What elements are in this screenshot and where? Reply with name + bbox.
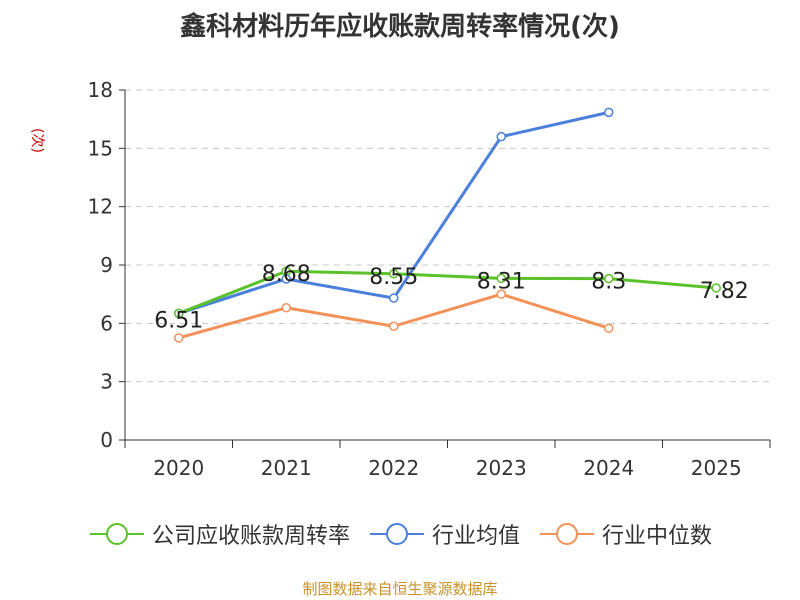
y-tick-label: 18 <box>88 78 113 102</box>
data-label: 8.31 <box>477 269 526 294</box>
y-tick-label: 6 <box>100 311 113 335</box>
data-point <box>711 283 721 293</box>
data-point <box>496 131 506 142</box>
x-tick-label: 2024 <box>583 456 634 480</box>
data-point <box>174 308 184 319</box>
data-point <box>389 321 399 331</box>
legend-item[interactable]: 行业均值 <box>368 518 520 550</box>
y-tick-label: 9 <box>100 253 113 277</box>
x-tick-label: 2025 <box>691 456 742 480</box>
data-point <box>281 266 291 276</box>
data-label: 8.55 <box>369 265 418 290</box>
y-tick-label: 12 <box>88 195 113 219</box>
data-point <box>281 303 291 313</box>
legend-label: 公司应收账款周转率 <box>151 524 350 549</box>
data-point <box>389 269 399 279</box>
legend-item[interactable]: 公司应收账款周转率 <box>88 518 350 550</box>
legend-marker-icon <box>540 523 594 545</box>
data-point <box>174 333 184 343</box>
legend-circle <box>556 523 578 545</box>
data-label: 8.68 <box>262 262 311 287</box>
legend: 公司应收账款周转率 行业均值 行业中位数 <box>0 518 800 550</box>
data-label: 8.3 <box>591 270 626 295</box>
legend-circle <box>385 523 408 545</box>
y-tick-label: 0 <box>100 428 113 452</box>
data-label: 7.82 <box>700 279 749 304</box>
x-tick-label: 2023 <box>476 456 527 480</box>
x-tick-label: 2020 <box>153 456 204 480</box>
legend-item[interactable]: 行业中位数 <box>538 518 712 550</box>
legend-circle <box>105 523 128 545</box>
data-label: 6.51 <box>154 308 203 333</box>
y-tick-label: 3 <box>100 370 113 394</box>
source-note: 制图数据来自恒生聚源数据库 <box>302 580 498 598</box>
legend-marker-icon <box>369 523 424 545</box>
legend-label: 行业均值 <box>431 524 520 549</box>
data-point <box>389 293 399 303</box>
legend-label: 行业中位数 <box>602 524 713 549</box>
axes: 0 3 6 9 12 15 18 2020 2021 2022 2023 2024 2025 <box>88 78 771 480</box>
data-labels: 6.51 8.68 8.55 8.31 8.3 7.82 <box>154 262 748 333</box>
data-point <box>496 289 506 299</box>
chart-title: 鑫科材料历年应收账款周转率情况(次) <box>180 12 620 42</box>
series-line <box>178 269 717 315</box>
y-tick-label: 15 <box>88 136 113 160</box>
data-point <box>604 273 614 284</box>
grid-lines <box>125 89 770 383</box>
data-point <box>604 107 614 118</box>
data-point <box>604 323 614 333</box>
data-point <box>496 273 506 284</box>
legend-marker-icon <box>89 523 144 545</box>
x-tick-label: 2022 <box>368 456 419 480</box>
x-tick-label: 2021 <box>261 456 312 480</box>
series-lines <box>174 107 721 343</box>
